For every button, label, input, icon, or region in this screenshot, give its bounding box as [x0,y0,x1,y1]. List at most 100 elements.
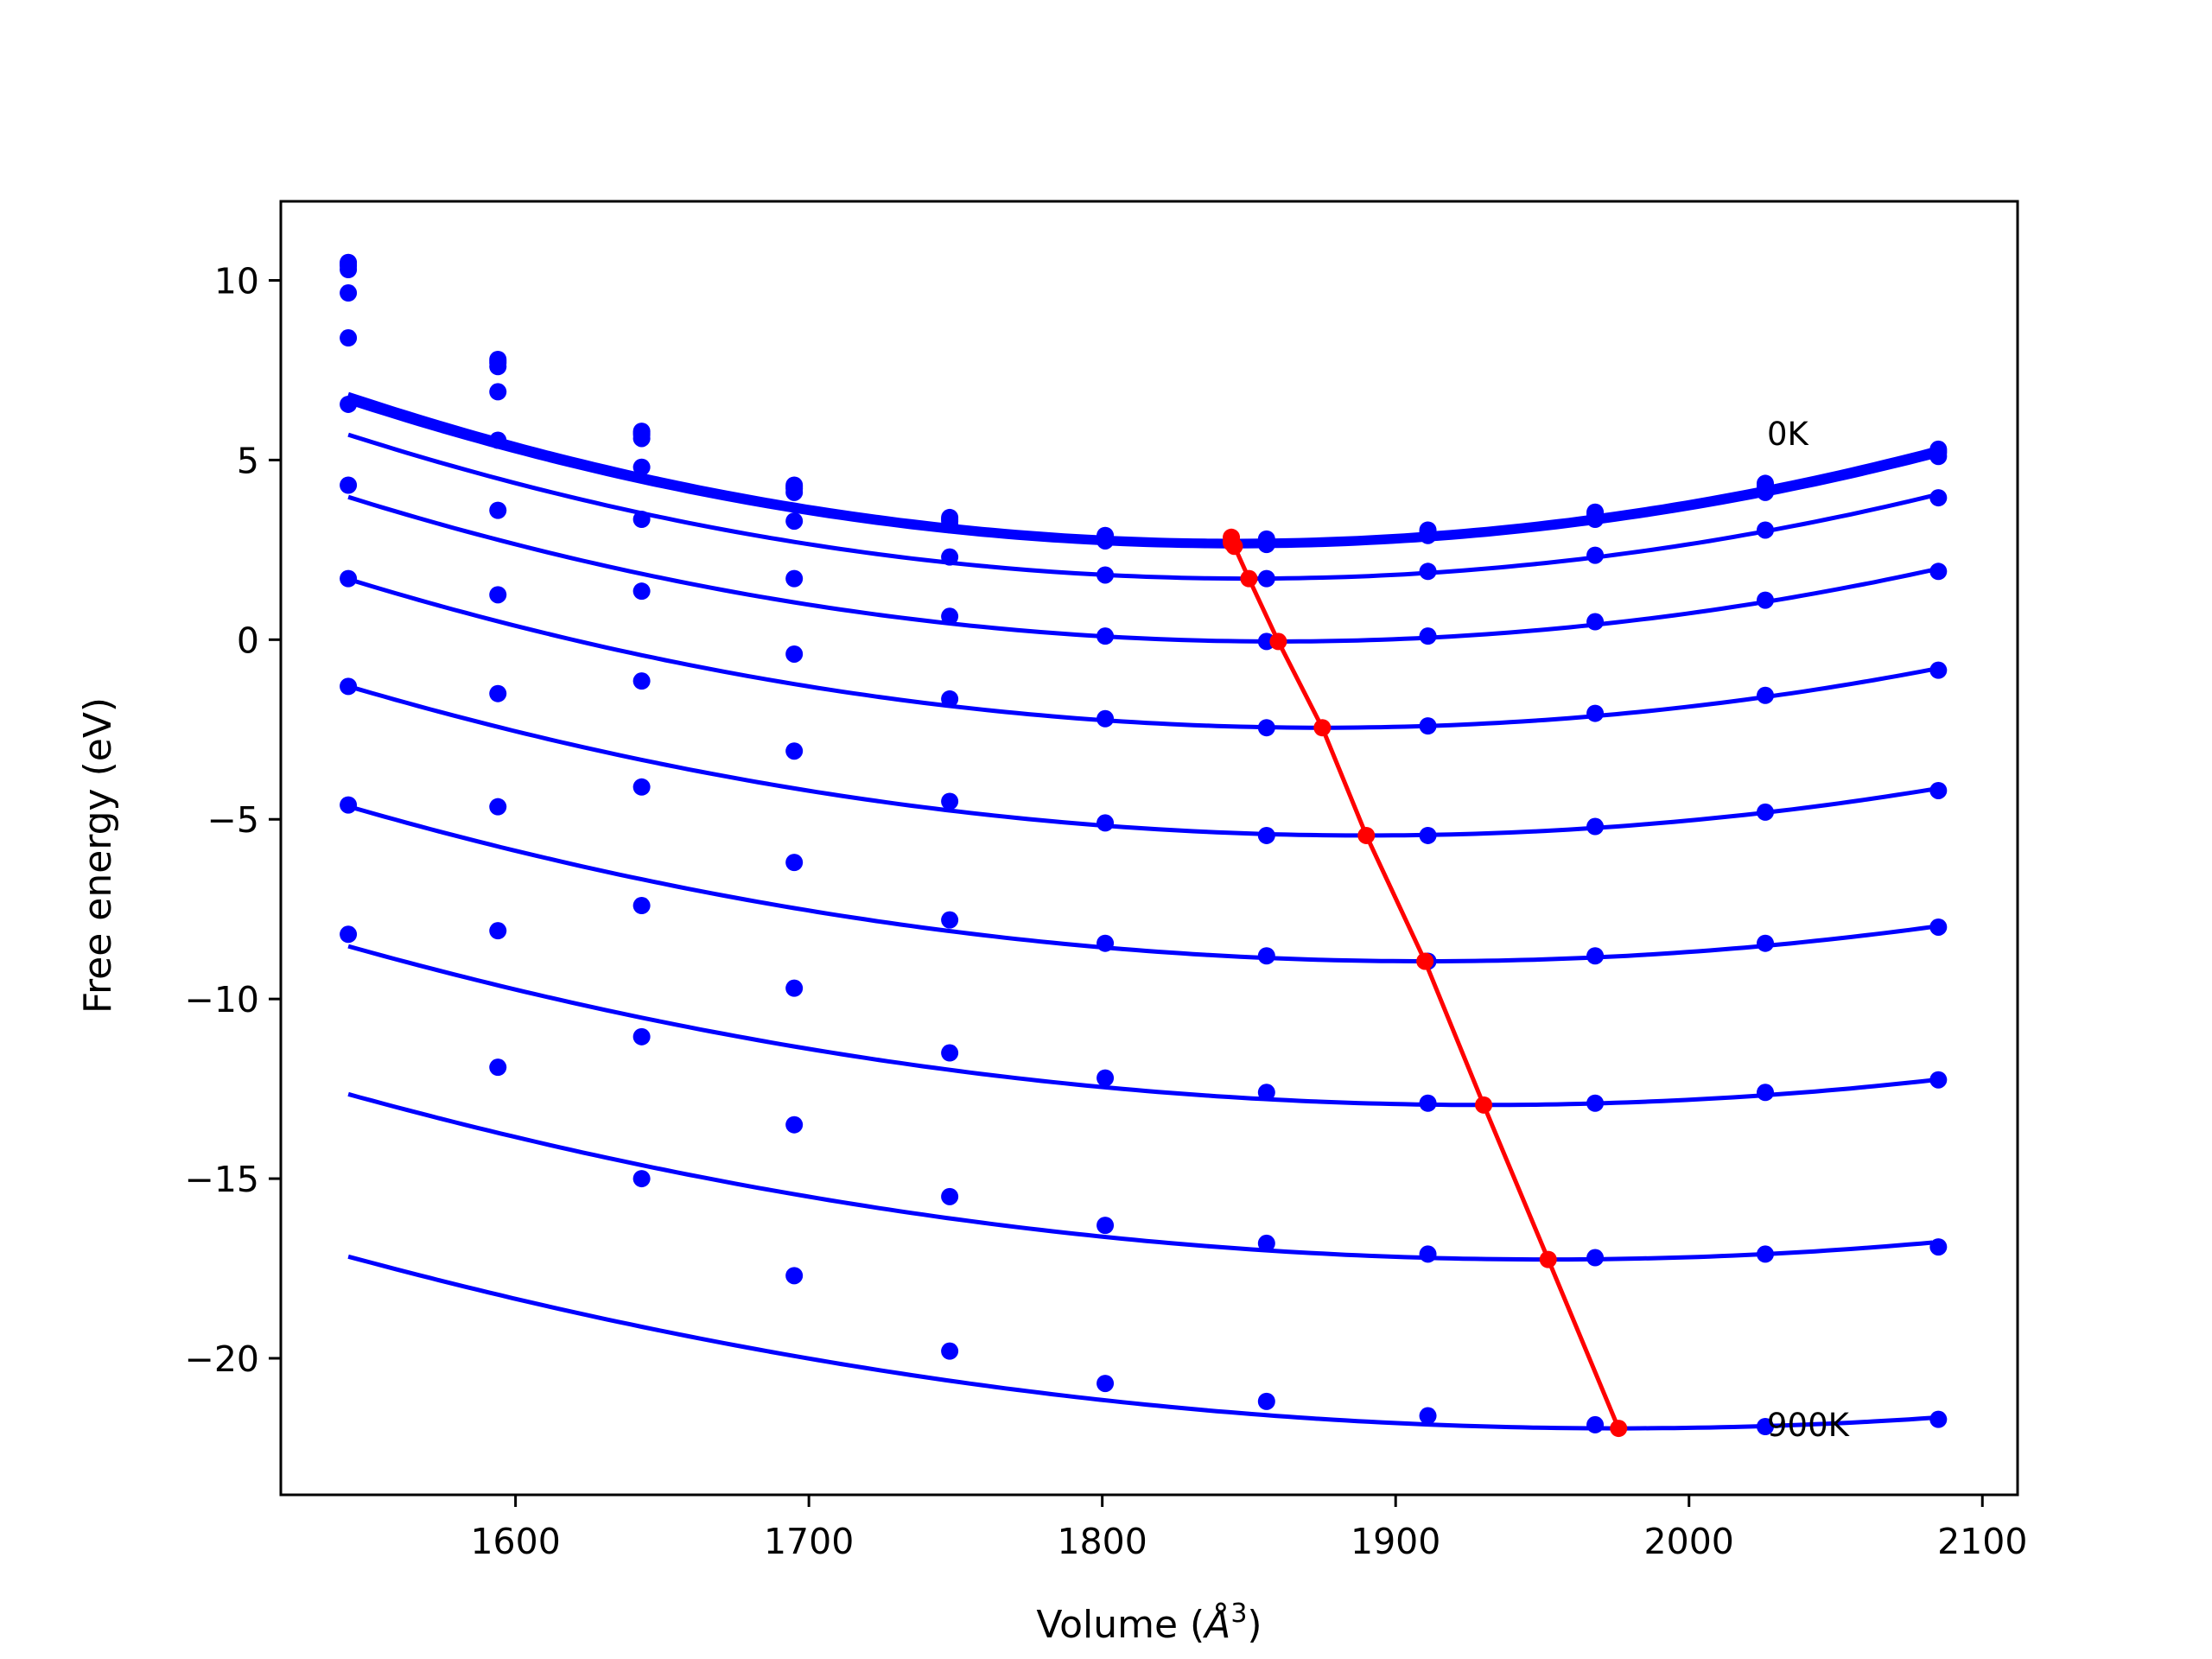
data-point [941,1342,959,1360]
data-point [1757,1084,1775,1102]
data-point [1586,546,1605,564]
series-fit-curve-10 [347,1091,1933,1262]
data-point [1929,448,1948,466]
x-tick-label: 1900 [1351,1521,1440,1562]
series-fit-curve-5 [347,494,1934,644]
data-point [1257,947,1275,965]
data-point [340,677,358,696]
data-point [1257,1084,1275,1102]
minimum-point [1240,569,1258,588]
data-point [1257,1234,1275,1252]
data-point [1096,1217,1115,1235]
data-point [1929,1238,1948,1256]
series-fit-curve-11 [347,1254,1933,1431]
data-point [489,383,507,401]
data-point [489,1058,507,1077]
data-point [1757,521,1775,539]
series-fit-curve-9 [347,944,1933,1108]
x-axis-label: Volume (Å3) [1036,1599,1262,1647]
data-point [1929,489,1948,507]
data-point [1419,1094,1437,1112]
minimum-line-group [1223,528,1628,1438]
series-fit-curve-3 [347,399,1934,549]
y-tick-label: 5 [237,440,259,481]
plot-frame [279,200,2019,1497]
minimum-point [1475,1096,1493,1114]
data-point [1586,1415,1605,1433]
data-point [1096,627,1115,645]
data-point [1757,1245,1775,1263]
data-point [1096,934,1115,952]
data-point [1257,1392,1275,1410]
data-point [1929,918,1948,936]
data-point [941,607,959,626]
data-point [785,645,804,663]
data-point [1419,526,1437,544]
data-point [1929,1410,1948,1428]
data-point [489,431,507,449]
data-point [785,512,804,531]
y-tick-label: −10 [184,979,259,1020]
data-point [340,329,358,347]
annotation-900k: 900K [1767,1407,1851,1444]
data-point [785,1267,804,1285]
data-point [941,516,959,534]
data-point [785,979,804,997]
data-point [1586,817,1605,836]
y-tick-label: 0 [237,620,259,661]
data-point [941,792,959,810]
series-fit-curve-6 [347,576,1933,730]
minimum-point [1357,826,1376,844]
data-point [1586,1249,1605,1267]
x-tick-label: 1600 [470,1521,560,1562]
data-point [340,925,358,944]
data-point [340,476,358,494]
data-point [632,429,651,448]
y-tick-label: −15 [184,1159,259,1200]
data-point [632,582,651,601]
y-tick-label: −5 [207,799,259,841]
plot-series-group [340,253,1948,1435]
minimum-point [1269,632,1287,651]
minimum-point [1313,719,1332,737]
data-point [632,897,651,915]
data-point [1419,717,1437,735]
data-point [1929,1071,1948,1089]
data-point [1419,826,1437,844]
data-point [632,511,651,529]
data-point [941,690,959,708]
y-axis: 10 5 0 −5 −10 −15 −20 [184,260,281,1380]
data-point [1757,483,1775,501]
data-point [1586,511,1605,529]
x-tick-label: 2000 [1644,1521,1734,1562]
data-point [1096,1069,1115,1087]
data-point [340,796,358,814]
data-point [1257,536,1275,554]
data-point [1929,661,1948,679]
data-point [785,483,804,501]
data-point [632,672,651,690]
data-point [785,1116,804,1134]
x-axis: 1600 1700 1800 1900 2000 2100 [470,1495,2027,1562]
data-point [632,1170,651,1188]
data-point [941,911,959,929]
data-point [489,358,507,376]
series-fit-curve-4 [347,432,1934,582]
data-point [632,1027,651,1046]
data-point [941,548,959,566]
data-point [1586,947,1605,965]
series-fit-curve-8 [347,804,1933,963]
data-point [340,284,358,302]
data-point [632,458,651,476]
data-point [1757,934,1775,952]
minimum-point [1416,952,1434,970]
data-point [489,586,507,604]
data-point [1257,569,1275,588]
y-tick-label: −20 [184,1338,259,1380]
data-point [1419,563,1437,581]
data-point [1419,1245,1437,1263]
data-point [489,501,507,519]
data-point [1586,704,1605,722]
data-point [340,569,358,588]
